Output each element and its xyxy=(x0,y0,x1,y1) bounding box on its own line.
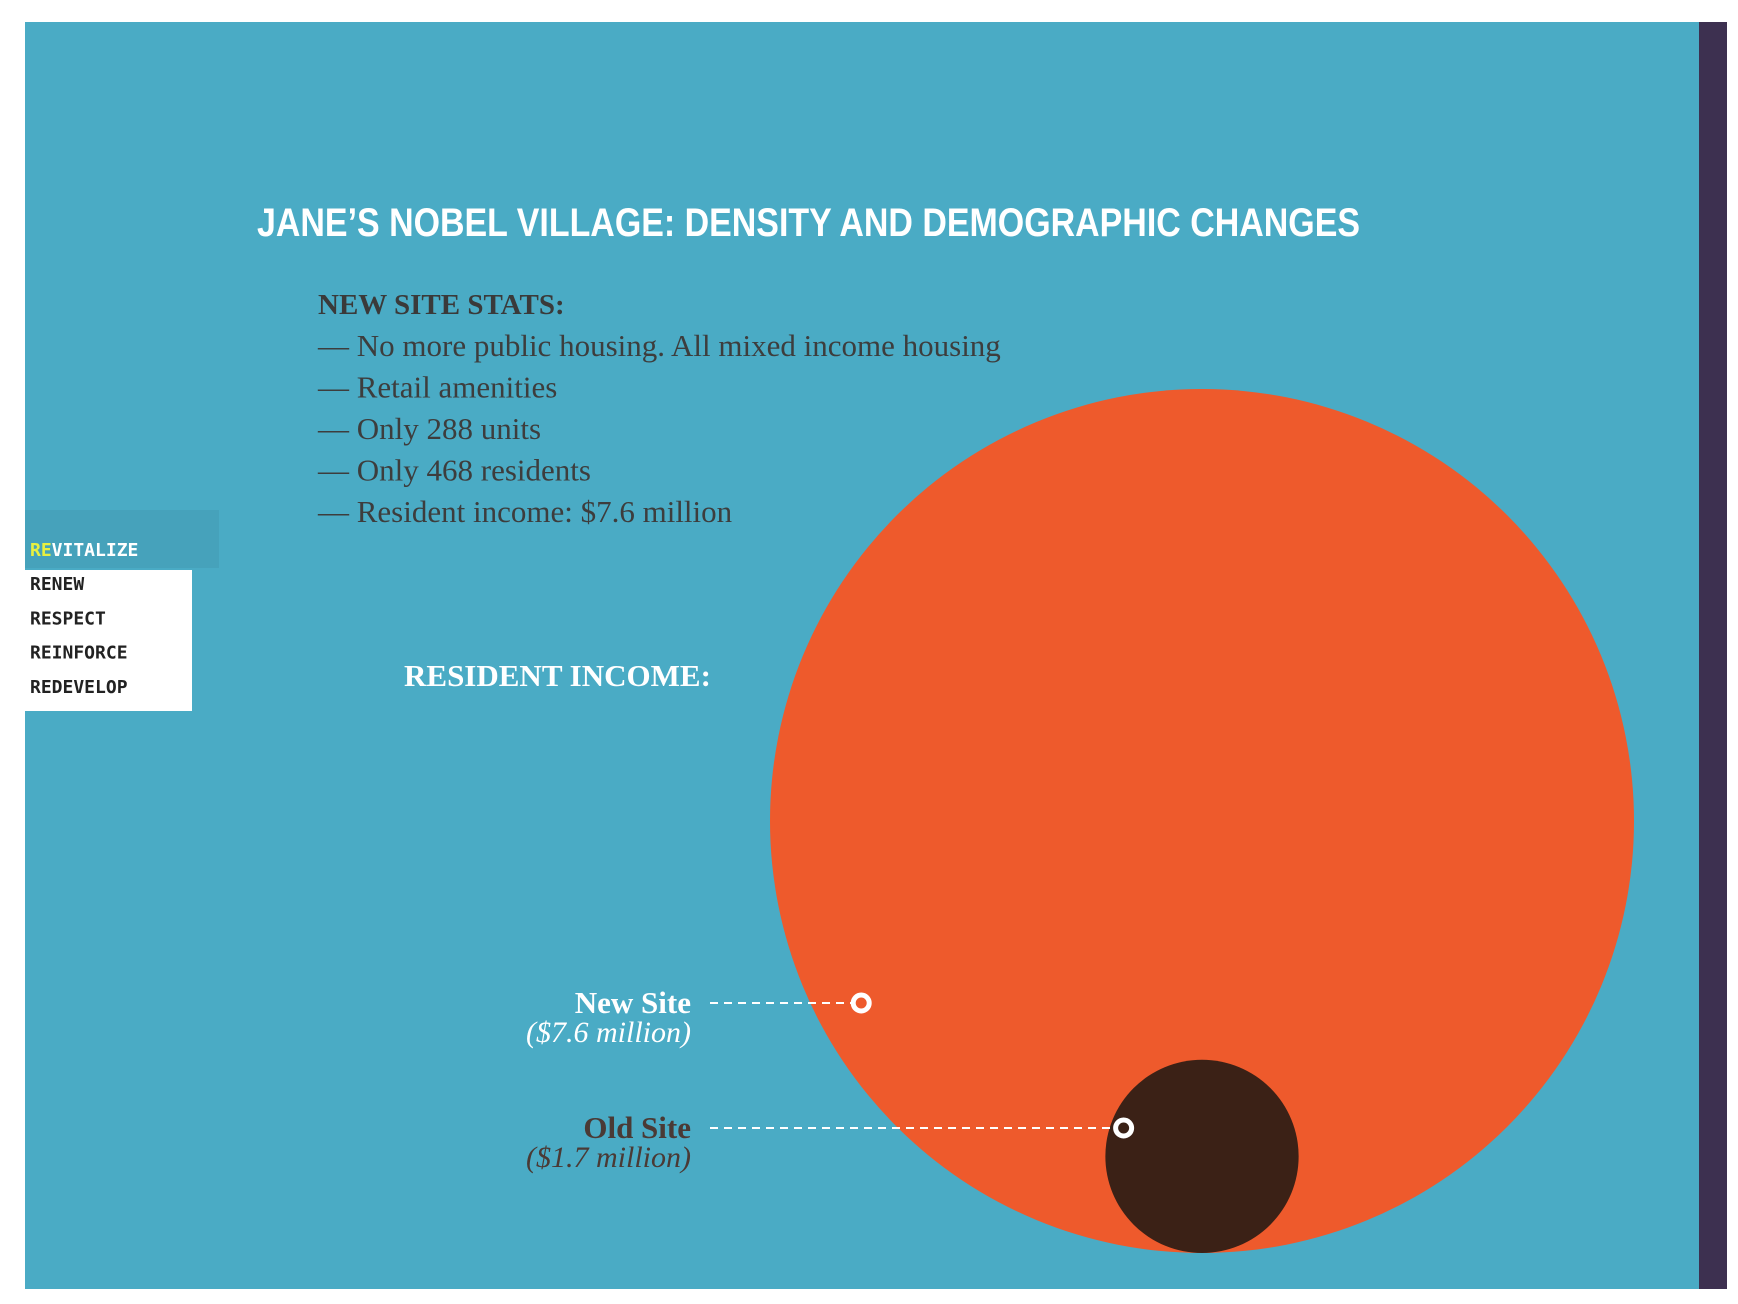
marker xyxy=(850,992,872,1014)
bubble-label: New Site xyxy=(575,985,691,1020)
value-label: ($1.7 million) xyxy=(526,1141,691,1174)
bubble xyxy=(1105,1059,1299,1253)
nav-item[interactable]: REDEVELOP xyxy=(30,677,128,698)
chart-title: RESIDENT INCOME: xyxy=(404,658,711,693)
stats-item: — Only 468 residents xyxy=(317,453,591,488)
nav-active-bg xyxy=(25,510,219,568)
nav-box xyxy=(25,570,192,711)
slide-title: JANE’S NOBEL VILLAGE: DENSITY AND DEMOGR… xyxy=(257,201,1360,245)
bubble-chart: New Site($7.6 million) Old Site($1.7 mill… xyxy=(526,389,1634,1253)
nav: REVITALIZE RENEW RESPECT REINFORCE REDEVELOP xyxy=(30,540,138,698)
nav-item[interactable]: REVITALIZE xyxy=(30,540,138,561)
nav-item[interactable]: REINFORCE xyxy=(30,643,128,664)
stats-item: — Resident income: $7.6 million xyxy=(317,494,733,529)
nav-item[interactable]: RENEW xyxy=(30,574,84,595)
bubble-label: Old Site xyxy=(583,1110,691,1145)
stats-item: — Only 288 units xyxy=(317,411,541,446)
side-bar xyxy=(1699,22,1727,1289)
stats-heading: NEW SITE STATS: xyxy=(318,289,565,321)
stats-item: — No more public housing. All mixed inco… xyxy=(317,328,1001,363)
stats-list: — No more public housing. All mixed inco… xyxy=(317,328,1001,529)
marker xyxy=(1113,1117,1135,1139)
nav-item[interactable]: RESPECT xyxy=(30,608,106,629)
value-label: ($7.6 million) xyxy=(526,1016,691,1049)
stats-item: — Retail amenities xyxy=(317,370,557,405)
bubble xyxy=(770,389,1634,1253)
